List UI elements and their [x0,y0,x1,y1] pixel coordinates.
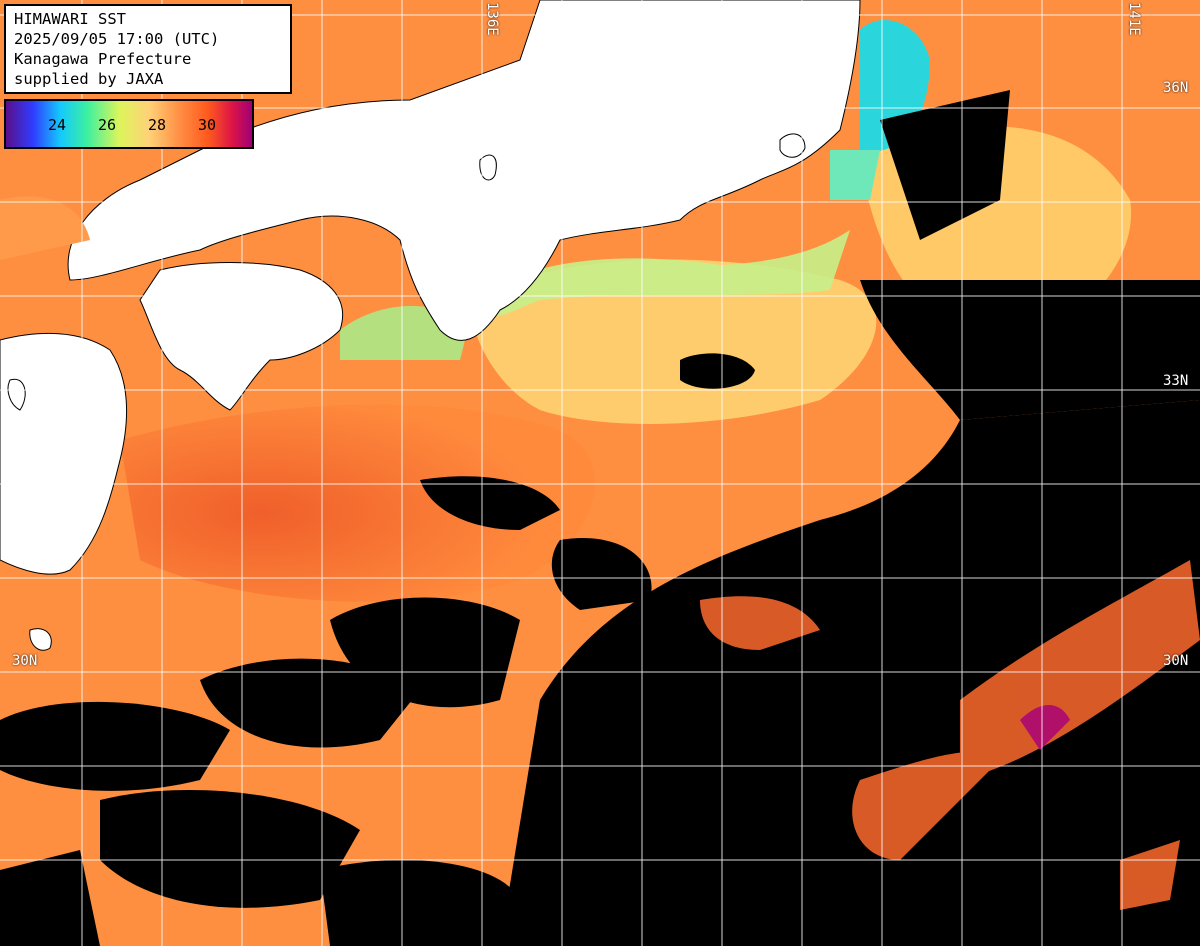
lon-label-141e: 141E [1126,2,1142,36]
island-small [479,154,497,181]
title-supplier: supplied by JAXA [14,70,164,88]
lat-label-30n-left: 30N [12,653,38,669]
title-prefecture: Kanagawa Prefecture [14,50,192,68]
lat-label-36n: 36N [1163,80,1189,96]
lat-label-30n-right: 30N [1163,653,1189,669]
west-sea-patch [0,196,90,260]
land [0,0,861,651]
lon-label-136e: 136E [484,2,500,36]
title-datetime: 2025/09/05 17:00 (UTC) [14,30,220,48]
hot-spot [1020,705,1070,750]
map-title-box: HIMAWARI SST 2025/09/05 17:00 (UTC) Kana… [4,4,292,94]
cool-band [470,259,877,424]
coastal-water [480,230,850,316]
lat-label-33n: 33N [1163,373,1189,389]
legend-tick-30: 30 [198,116,217,134]
warm-core [120,404,595,602]
sst-color-legend: 24 26 28 30 [4,99,254,149]
warm-streaks [700,560,1200,910]
honshu [67,0,861,341]
shikoku [139,262,344,411]
cloud-cover [0,90,1200,946]
title-product: HIMAWARI SST [14,10,126,28]
legend-color-bar [6,101,252,147]
legend-tick-26: 26 [98,116,117,134]
izu-island [779,133,806,158]
kyushu [0,333,127,575]
tanegashima [29,628,52,651]
legend-tick-24: 24 [48,116,67,134]
legend-tick-28: 28 [148,116,167,134]
cold-water-sagami [830,150,880,200]
